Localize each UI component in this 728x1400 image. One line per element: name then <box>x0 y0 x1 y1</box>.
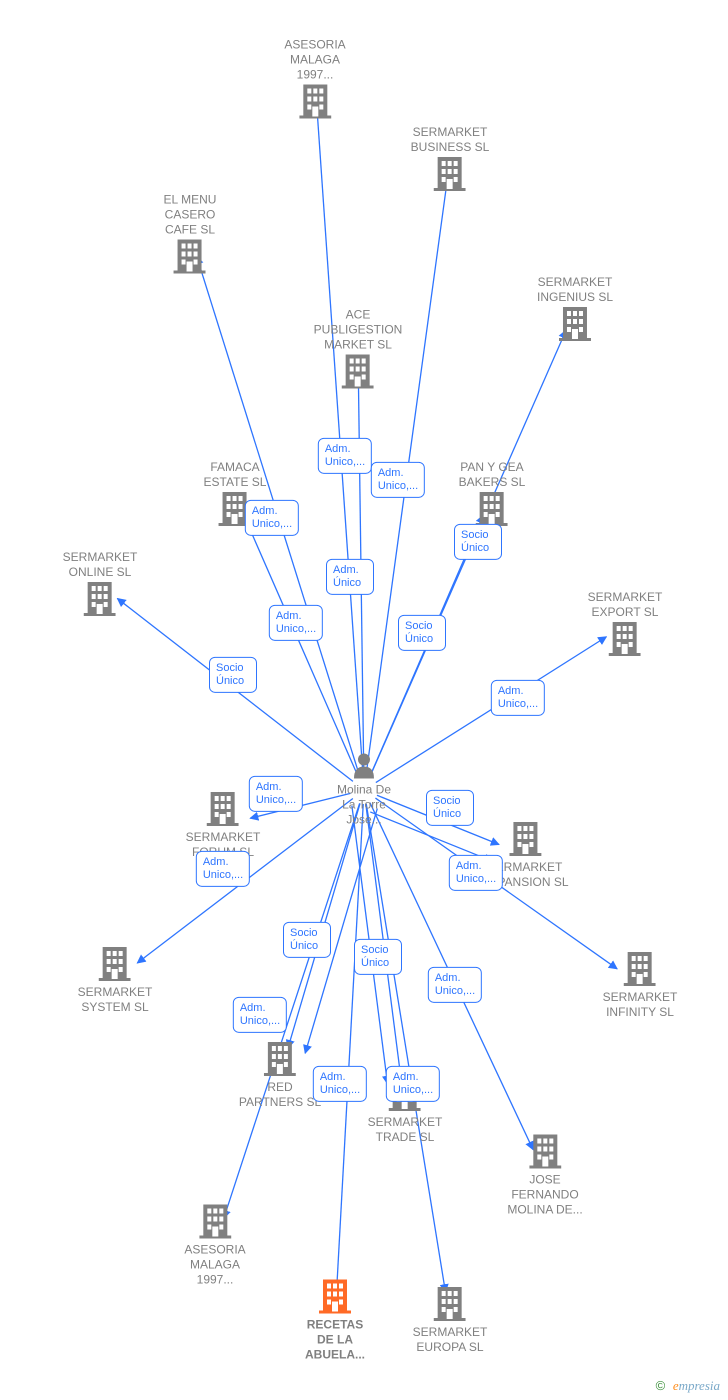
company-node[interactable]: ACE PUBLIGESTION MARKET SL <box>314 308 403 393</box>
relationship-label: Adm. Único <box>326 559 374 595</box>
company-node[interactable]: SERMARKET EUROPA SL <box>413 1285 488 1355</box>
company-label: SERMARKET BUSINESS SL <box>411 125 490 155</box>
relationship-label: Adm. Unico,... <box>449 855 503 891</box>
relationship-label: Socio Único <box>454 524 502 560</box>
relationship-label: Socio Único <box>283 922 331 958</box>
company-node[interactable]: SERMARKET EXPORT SL <box>588 590 663 660</box>
company-node[interactable]: PAN Y GEA BAKERS SL <box>459 460 526 530</box>
company-node[interactable]: RECETAS DE LA ABUELA... <box>305 1278 365 1363</box>
relationship-label: Adm. Unico,... <box>318 438 372 474</box>
company-label: SERMARKET EUROPA SL <box>413 1325 488 1355</box>
company-node[interactable]: ASESORIA MALAGA 1997... <box>184 1203 245 1288</box>
relationship-label: Socio Único <box>398 615 446 651</box>
relationship-label: Adm. Unico,... <box>249 776 303 812</box>
relationship-label: Adm. Unico,... <box>313 1066 367 1102</box>
relationship-label: Adm. Unico,... <box>386 1066 440 1102</box>
company-label: SERMARKET TRADE SL <box>368 1115 443 1145</box>
company-node[interactable]: SERMARKET ONLINE SL <box>63 550 138 620</box>
company-node[interactable]: SERMARKET INFINITY SL <box>603 950 678 1020</box>
company-node[interactable]: RED PARTNERS SL <box>239 1040 321 1110</box>
company-label: SERMARKET ONLINE SL <box>63 550 138 580</box>
relationship-label: Adm. Unico,... <box>428 967 482 1003</box>
center-person-label: Molina De La Torre Jose... <box>337 783 391 828</box>
relationship-label: Socio Único <box>209 657 257 693</box>
relationship-label: Adm. Unico,... <box>371 462 425 498</box>
company-node[interactable]: SERMARKET INGENIUS SL <box>537 275 613 345</box>
watermark: © empresia <box>656 1378 720 1394</box>
company-label: RED PARTNERS SL <box>239 1080 321 1110</box>
company-label: ACE PUBLIGESTION MARKET SL <box>314 308 403 353</box>
company-label: FAMACA ESTATE SL <box>204 460 267 490</box>
company-node[interactable]: SERMARKET BUSINESS SL <box>411 125 490 195</box>
relationship-label: Adm. Unico,... <box>196 851 250 887</box>
company-node[interactable]: EL MENU CASERO CAFE SL <box>164 193 217 278</box>
company-label: JOSE FERNANDO MOLINA DE... <box>507 1173 582 1218</box>
relationship-label: Adm. Unico,... <box>245 500 299 536</box>
relationship-edge <box>244 515 359 777</box>
relationship-label: Socio Único <box>426 790 474 826</box>
company-label: ASESORIA MALAGA 1997... <box>284 38 345 83</box>
relationship-label: Adm. Unico,... <box>269 605 323 641</box>
company-node[interactable]: JOSE FERNANDO MOLINA DE... <box>507 1133 582 1218</box>
company-node[interactable]: SERMARKET SYSTEM SL <box>78 945 153 1015</box>
company-label: RECETAS DE LA ABUELA... <box>305 1318 365 1363</box>
brand-logo-part2: mpresia <box>679 1378 720 1393</box>
relationship-label: Adm. Unico,... <box>233 997 287 1033</box>
center-person-node[interactable]: Molina De La Torre Jose... <box>337 753 391 828</box>
company-node[interactable]: ASESORIA MALAGA 1997... <box>284 38 345 123</box>
copyright-symbol: © <box>656 1378 666 1393</box>
company-label: SERMARKET INGENIUS SL <box>537 275 613 305</box>
relationship-label: Socio Único <box>354 939 402 975</box>
company-label: SERMARKET SYSTEM SL <box>78 985 153 1015</box>
relationship-label: Adm. Unico,... <box>491 680 545 716</box>
company-label: EL MENU CASERO CAFE SL <box>164 193 217 238</box>
company-label: ASESORIA MALAGA 1997... <box>184 1243 245 1288</box>
company-label: SERMARKET INFINITY SL <box>603 990 678 1020</box>
company-label: SERMARKET EXPORT SL <box>588 590 663 620</box>
edges-layer <box>0 0 728 1400</box>
company-label: PAN Y GEA BAKERS SL <box>459 460 526 490</box>
relationship-edge <box>337 804 364 1292</box>
relationship-edge <box>366 804 445 1293</box>
